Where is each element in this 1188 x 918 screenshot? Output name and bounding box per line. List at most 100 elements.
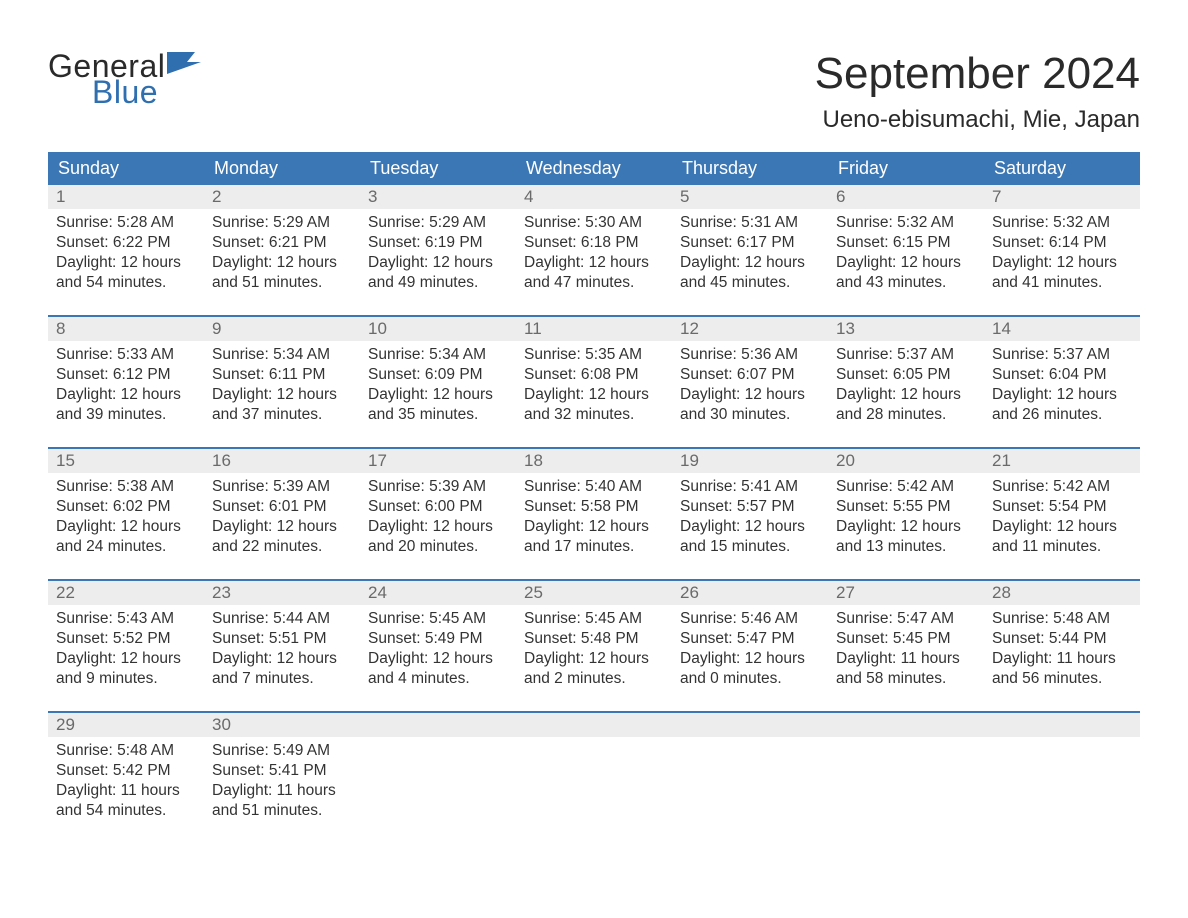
daylight-text-2: and 32 minutes. bbox=[524, 405, 664, 425]
day-cell: 4Sunrise: 5:30 AMSunset: 6:18 PMDaylight… bbox=[516, 185, 672, 303]
day-content: Sunrise: 5:41 AMSunset: 5:57 PMDaylight:… bbox=[672, 473, 828, 560]
daylight-text-1: Daylight: 12 hours bbox=[212, 253, 352, 273]
sunrise-text: Sunrise: 5:30 AM bbox=[524, 213, 664, 233]
sunset-text: Sunset: 5:57 PM bbox=[680, 497, 820, 517]
day-number bbox=[516, 713, 672, 737]
day-number: 5 bbox=[672, 185, 828, 209]
day-number: 17 bbox=[360, 449, 516, 473]
daylight-text-1: Daylight: 12 hours bbox=[680, 385, 820, 405]
sunrise-text: Sunrise: 5:33 AM bbox=[56, 345, 196, 365]
sunset-text: Sunset: 6:07 PM bbox=[680, 365, 820, 385]
brand-logo: General Blue bbox=[48, 50, 201, 108]
daylight-text-1: Daylight: 12 hours bbox=[524, 385, 664, 405]
sunset-text: Sunset: 6:09 PM bbox=[368, 365, 508, 385]
day-header-tue: Tuesday bbox=[360, 152, 516, 185]
day-content: Sunrise: 5:28 AMSunset: 6:22 PMDaylight:… bbox=[48, 209, 204, 296]
daylight-text-2: and 24 minutes. bbox=[56, 537, 196, 557]
day-number: 12 bbox=[672, 317, 828, 341]
daylight-text-2: and 35 minutes. bbox=[368, 405, 508, 425]
month-title: September 2024 bbox=[815, 50, 1140, 98]
day-cell: 21Sunrise: 5:42 AMSunset: 5:54 PMDayligh… bbox=[984, 449, 1140, 567]
day-cell: 10Sunrise: 5:34 AMSunset: 6:09 PMDayligh… bbox=[360, 317, 516, 435]
day-cell bbox=[360, 713, 516, 831]
day-content: Sunrise: 5:32 AMSunset: 6:14 PMDaylight:… bbox=[984, 209, 1140, 296]
day-content: Sunrise: 5:32 AMSunset: 6:15 PMDaylight:… bbox=[828, 209, 984, 296]
day-cell: 7Sunrise: 5:32 AMSunset: 6:14 PMDaylight… bbox=[984, 185, 1140, 303]
daylight-text-2: and 22 minutes. bbox=[212, 537, 352, 557]
day-cell: 19Sunrise: 5:41 AMSunset: 5:57 PMDayligh… bbox=[672, 449, 828, 567]
day-number: 9 bbox=[204, 317, 360, 341]
sunrise-text: Sunrise: 5:29 AM bbox=[212, 213, 352, 233]
daylight-text-1: Daylight: 12 hours bbox=[212, 649, 352, 669]
daylight-text-2: and 9 minutes. bbox=[56, 669, 196, 689]
sunset-text: Sunset: 6:12 PM bbox=[56, 365, 196, 385]
daylight-text-2: and 30 minutes. bbox=[680, 405, 820, 425]
day-number: 4 bbox=[516, 185, 672, 209]
sunrise-text: Sunrise: 5:48 AM bbox=[56, 741, 196, 761]
page: General Blue September 2024 Ueno-ebisuma… bbox=[0, 0, 1188, 871]
day-header-sat: Saturday bbox=[984, 152, 1140, 185]
day-number: 16 bbox=[204, 449, 360, 473]
day-content: Sunrise: 5:38 AMSunset: 6:02 PMDaylight:… bbox=[48, 473, 204, 560]
daylight-text-1: Daylight: 12 hours bbox=[992, 385, 1132, 405]
daylight-text-1: Daylight: 12 hours bbox=[680, 517, 820, 537]
day-cell: 15Sunrise: 5:38 AMSunset: 6:02 PMDayligh… bbox=[48, 449, 204, 567]
day-cell: 9Sunrise: 5:34 AMSunset: 6:11 PMDaylight… bbox=[204, 317, 360, 435]
day-number: 28 bbox=[984, 581, 1140, 605]
day-content: Sunrise: 5:48 AMSunset: 5:42 PMDaylight:… bbox=[48, 737, 204, 824]
daylight-text-2: and 37 minutes. bbox=[212, 405, 352, 425]
daylight-text-1: Daylight: 12 hours bbox=[524, 253, 664, 273]
day-cell bbox=[984, 713, 1140, 831]
day-cell: 1Sunrise: 5:28 AMSunset: 6:22 PMDaylight… bbox=[48, 185, 204, 303]
daylight-text-2: and 45 minutes. bbox=[680, 273, 820, 293]
daylight-text-2: and 58 minutes. bbox=[836, 669, 976, 689]
sunset-text: Sunset: 6:17 PM bbox=[680, 233, 820, 253]
daylight-text-2: and 54 minutes. bbox=[56, 801, 196, 821]
day-number: 15 bbox=[48, 449, 204, 473]
day-content: Sunrise: 5:48 AMSunset: 5:44 PMDaylight:… bbox=[984, 605, 1140, 692]
daylight-text-2: and 11 minutes. bbox=[992, 537, 1132, 557]
day-cell: 26Sunrise: 5:46 AMSunset: 5:47 PMDayligh… bbox=[672, 581, 828, 699]
daylight-text-2: and 26 minutes. bbox=[992, 405, 1132, 425]
sunset-text: Sunset: 5:44 PM bbox=[992, 629, 1132, 649]
daylight-text-2: and 51 minutes. bbox=[212, 273, 352, 293]
daylight-text-1: Daylight: 12 hours bbox=[368, 649, 508, 669]
daylight-text-2: and 4 minutes. bbox=[368, 669, 508, 689]
day-number: 2 bbox=[204, 185, 360, 209]
sunrise-text: Sunrise: 5:35 AM bbox=[524, 345, 664, 365]
day-number bbox=[828, 713, 984, 737]
sunrise-text: Sunrise: 5:36 AM bbox=[680, 345, 820, 365]
sunset-text: Sunset: 5:54 PM bbox=[992, 497, 1132, 517]
day-number: 13 bbox=[828, 317, 984, 341]
sunrise-text: Sunrise: 5:45 AM bbox=[368, 609, 508, 629]
daylight-text-2: and 39 minutes. bbox=[56, 405, 196, 425]
day-number: 23 bbox=[204, 581, 360, 605]
day-content: Sunrise: 5:46 AMSunset: 5:47 PMDaylight:… bbox=[672, 605, 828, 692]
sunset-text: Sunset: 5:51 PM bbox=[212, 629, 352, 649]
daylight-text-1: Daylight: 12 hours bbox=[56, 649, 196, 669]
sunset-text: Sunset: 6:11 PM bbox=[212, 365, 352, 385]
day-content: Sunrise: 5:49 AMSunset: 5:41 PMDaylight:… bbox=[204, 737, 360, 824]
daylight-text-2: and 7 minutes. bbox=[212, 669, 352, 689]
day-content: Sunrise: 5:47 AMSunset: 5:45 PMDaylight:… bbox=[828, 605, 984, 692]
day-content: Sunrise: 5:37 AMSunset: 6:05 PMDaylight:… bbox=[828, 341, 984, 428]
daylight-text-2: and 51 minutes. bbox=[212, 801, 352, 821]
sunrise-text: Sunrise: 5:45 AM bbox=[524, 609, 664, 629]
daylight-text-2: and 43 minutes. bbox=[836, 273, 976, 293]
day-cell: 28Sunrise: 5:48 AMSunset: 5:44 PMDayligh… bbox=[984, 581, 1140, 699]
day-cell: 3Sunrise: 5:29 AMSunset: 6:19 PMDaylight… bbox=[360, 185, 516, 303]
day-content: Sunrise: 5:45 AMSunset: 5:49 PMDaylight:… bbox=[360, 605, 516, 692]
sunrise-text: Sunrise: 5:42 AM bbox=[992, 477, 1132, 497]
sunrise-text: Sunrise: 5:43 AM bbox=[56, 609, 196, 629]
day-content: Sunrise: 5:42 AMSunset: 5:55 PMDaylight:… bbox=[828, 473, 984, 560]
title-block: September 2024 Ueno-ebisumachi, Mie, Jap… bbox=[815, 50, 1140, 134]
day-cell: 22Sunrise: 5:43 AMSunset: 5:52 PMDayligh… bbox=[48, 581, 204, 699]
week-row: 8Sunrise: 5:33 AMSunset: 6:12 PMDaylight… bbox=[48, 315, 1140, 435]
daylight-text-1: Daylight: 12 hours bbox=[524, 649, 664, 669]
daylight-text-1: Daylight: 11 hours bbox=[212, 781, 352, 801]
day-cell: 24Sunrise: 5:45 AMSunset: 5:49 PMDayligh… bbox=[360, 581, 516, 699]
day-cell: 27Sunrise: 5:47 AMSunset: 5:45 PMDayligh… bbox=[828, 581, 984, 699]
sunset-text: Sunset: 6:15 PM bbox=[836, 233, 976, 253]
day-cell: 18Sunrise: 5:40 AMSunset: 5:58 PMDayligh… bbox=[516, 449, 672, 567]
calendar: Sunday Monday Tuesday Wednesday Thursday… bbox=[48, 152, 1140, 831]
